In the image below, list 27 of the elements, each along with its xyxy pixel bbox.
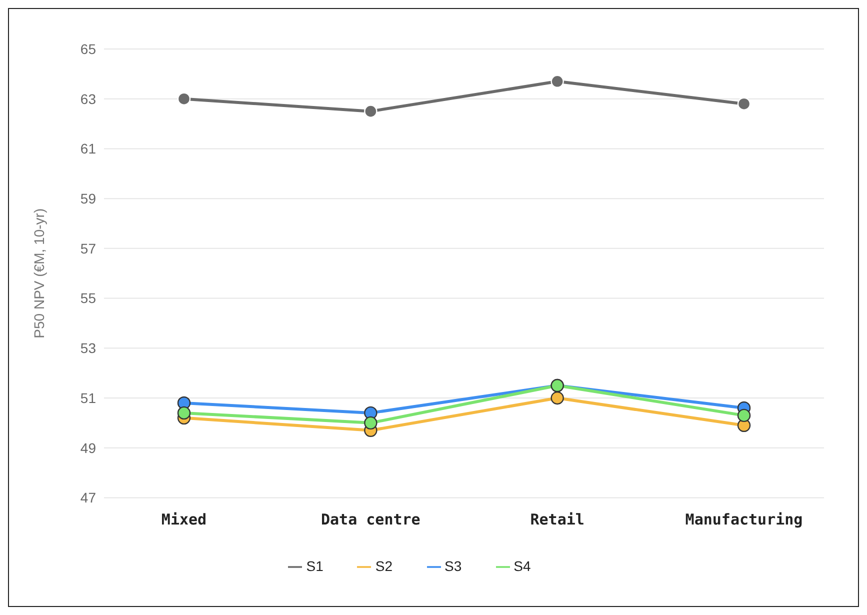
y-tick-label: 55	[80, 290, 96, 306]
y-tick-label: 63	[80, 90, 96, 107]
legend-label: S4	[514, 558, 531, 574]
y-tick-label: 61	[80, 140, 96, 157]
x-tick-label: Mixed	[161, 510, 207, 528]
legend-label: S2	[375, 558, 392, 574]
legend-label: S3	[444, 558, 462, 574]
point	[550, 391, 564, 405]
y-tick-label: 53	[80, 340, 96, 356]
y-tick-label: 57	[80, 240, 96, 256]
point	[177, 92, 191, 106]
legend-label: S1	[306, 558, 324, 574]
y-axis-title: P50 NPV (€M, 10-yr)	[30, 208, 47, 338]
point	[737, 408, 751, 422]
x-tick-label: Manufacturing	[685, 510, 803, 528]
point	[177, 406, 191, 420]
x-tick-label: Retail	[530, 510, 584, 528]
y-tick-label: 65	[80, 40, 96, 57]
point	[550, 74, 564, 88]
point	[737, 97, 751, 110]
y-tick-label: 51	[80, 390, 96, 406]
y-tick-label: 49	[80, 440, 96, 456]
y-tick-label: 59	[80, 190, 96, 207]
y-tick-label: 47	[80, 490, 96, 506]
point	[364, 416, 378, 430]
x-tick-label: Data centre	[320, 510, 420, 528]
point	[364, 104, 378, 118]
